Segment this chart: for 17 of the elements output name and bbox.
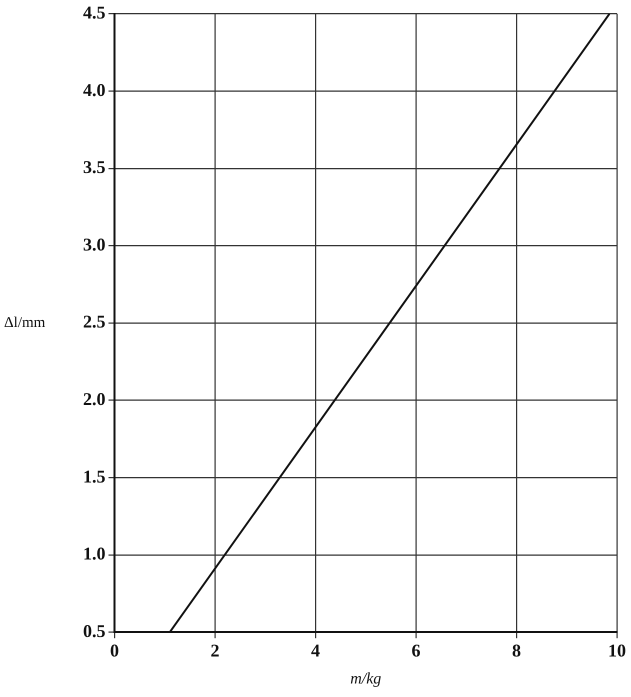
y-tick-label: 3.0 xyxy=(83,234,106,254)
x-tick-label: 0 xyxy=(110,640,119,661)
x-tick-label: 10 xyxy=(608,640,626,661)
y-tick-label: 2.0 xyxy=(83,388,106,409)
x-tick-label: 6 xyxy=(412,640,420,661)
y-tick-label: 1.5 xyxy=(83,466,106,486)
x-tick-label: 2 xyxy=(210,640,220,661)
x-tick-label: 8 xyxy=(512,640,521,661)
y-tick-label: 1.0 xyxy=(83,544,106,564)
y-tick-label: 3.5 xyxy=(83,157,106,178)
y-tick-label: 2.5 xyxy=(83,312,106,332)
y-tick-label: 0.5 xyxy=(83,620,106,641)
x-tick-label: 4 xyxy=(311,640,320,661)
y-axis-title: Δl/mm xyxy=(4,314,46,331)
y-tick-label: 4.5 xyxy=(83,2,106,22)
y-tick-label: 4.0 xyxy=(83,80,106,100)
x-axis-title: m/kg xyxy=(350,670,382,688)
